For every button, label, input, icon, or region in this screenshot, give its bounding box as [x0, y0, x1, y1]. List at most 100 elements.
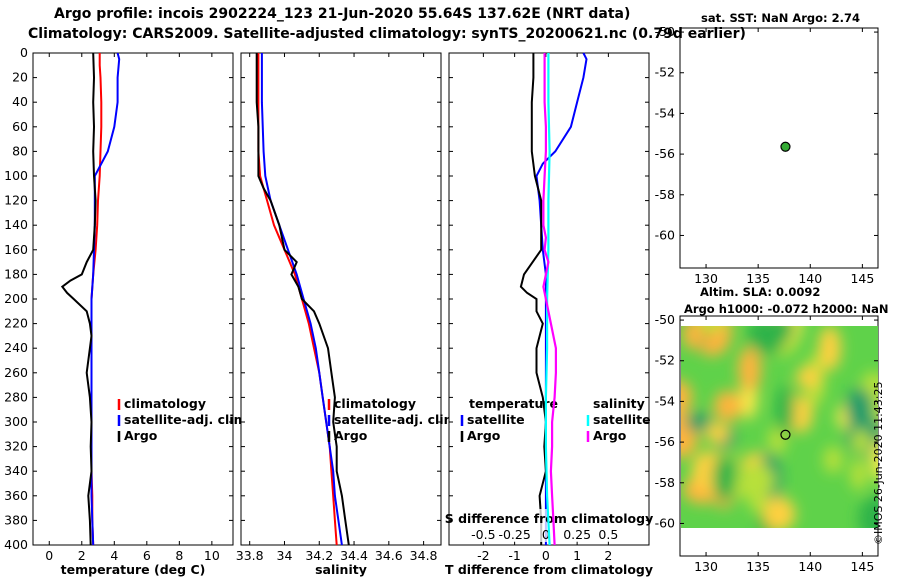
- series-line-salinity-argo: [542, 53, 558, 546]
- header-line1: Argo profile: incois 2902224_123 21-Jun-…: [54, 6, 631, 22]
- y-tick-label: 240: [4, 340, 28, 355]
- lat-tick-label: -54: [655, 105, 675, 120]
- series-line-salinity-satellite: [544, 53, 551, 546]
- sla-cell: [747, 482, 768, 514]
- sla-heatmap: [681, 326, 878, 528]
- legend-salinity-title: salinity: [593, 396, 645, 411]
- series-line-argo: [60, 52, 97, 546]
- lon-tick-label: 145: [850, 559, 874, 574]
- x-tick-label: 34.4: [340, 548, 368, 563]
- sla-cell: [818, 326, 841, 371]
- y-tick-label: 180: [4, 266, 28, 281]
- legend-satellite-adj-label: satellite-adj. clim.: [334, 412, 461, 427]
- lat-tick-label: -56: [655, 146, 675, 161]
- sla-cell: [769, 326, 796, 341]
- x-tick-label: 0: [45, 548, 53, 563]
- x-tick-label: 34.2: [305, 548, 333, 563]
- sla-cell: [858, 496, 878, 528]
- y-tick-label: 60: [12, 119, 28, 134]
- legend-climatology-label: climatology: [334, 396, 416, 411]
- lat-tick-label: -50: [655, 312, 675, 327]
- sst_map-axes-box: [679, 27, 879, 269]
- y-tick-label: 120: [4, 193, 28, 208]
- x-axis-label: T difference from climatology: [445, 562, 653, 577]
- legend-climatology-label: climatology: [124, 396, 206, 411]
- legend-satellite-adj-label: satellite-adj. clim.: [124, 412, 251, 427]
- lat-tick-label: -52: [655, 65, 675, 80]
- sla-cell: [712, 453, 736, 503]
- sla-cell: [705, 422, 730, 444]
- x-tick-label: -2: [477, 548, 489, 563]
- x2-tick-label: 0: [542, 527, 550, 542]
- y-tick-label: 340: [4, 463, 28, 478]
- lat-tick-label: -58: [655, 475, 675, 490]
- x-tick-label: 2: [78, 548, 86, 563]
- lon-tick-label: 145: [850, 271, 874, 286]
- x-tick-label: 34: [277, 548, 293, 563]
- x2-tick-label: 0.25: [563, 527, 591, 542]
- y-tick-label: 400: [4, 537, 28, 552]
- sst-map-panel: -50 -52 -54 -56 -58 -60 130 135 140 145: [655, 24, 879, 286]
- legend-t-argo-label: Argo: [467, 428, 501, 443]
- sla-cell: [681, 380, 693, 414]
- y-tick-label: 20: [12, 70, 28, 85]
- temperature-axes-box: [32, 52, 234, 546]
- y-tick-label: 280: [4, 389, 28, 404]
- x-tick-label: 10: [204, 548, 220, 563]
- lon-tick-label: 135: [746, 559, 770, 574]
- y-tick-label: 80: [12, 143, 28, 158]
- y-tick-label: 40: [12, 94, 28, 109]
- header-line2: Climatology: CARS2009. Satellite-adjuste…: [28, 26, 746, 42]
- y-tick-label: 380: [4, 512, 28, 527]
- x-tick-label: 8: [175, 548, 183, 563]
- sla-cell: [871, 441, 878, 481]
- y-tick-label: 260: [4, 365, 28, 380]
- x-tick-label: 1: [573, 548, 581, 563]
- argo-position-marker: [780, 429, 791, 440]
- lat-tick-label: -54: [655, 393, 675, 408]
- sla-cell: [685, 412, 712, 433]
- lon-tick-label: 130: [694, 271, 718, 286]
- sla-cell: [852, 429, 871, 455]
- y-tick-label: 160: [4, 242, 28, 257]
- legend-argo-label: Argo: [334, 428, 368, 443]
- x-tick-label: 2: [604, 548, 612, 563]
- legend-t-satellite-label: satellite: [467, 412, 525, 427]
- lat-tick-label: -50: [655, 24, 675, 39]
- x-tick-label: 34.8: [410, 548, 438, 563]
- x-axis-label: salinity: [315, 562, 367, 577]
- lon-tick-label: 140: [798, 559, 822, 574]
- series-line-climatology: [257, 53, 338, 546]
- legend-temperature-title: temperature: [469, 396, 558, 411]
- legend-argo-label: Argo: [124, 428, 158, 443]
- y-tick-label: 320: [4, 439, 28, 454]
- y-tick-label: 140: [4, 217, 28, 232]
- x-axis-label: temperature (deg C): [61, 562, 206, 577]
- lon-tick-label: 140: [798, 271, 822, 286]
- sla-cell: [696, 326, 724, 332]
- x-tick-label: 0: [542, 548, 550, 563]
- series-line-satellite-adj-clim-: [260, 53, 343, 546]
- x2-tick-label: -0.25: [498, 527, 530, 542]
- x-tick-label: 34.6: [375, 548, 403, 563]
- series-line-temperature-argo: [519, 53, 547, 545]
- lat-tick-label: -60: [655, 227, 675, 242]
- lon-tick-label: 135: [746, 271, 770, 286]
- sla-field-blobs: [681, 326, 878, 528]
- sla-cell: [738, 346, 762, 392]
- x-tick-label: -1: [508, 548, 520, 563]
- argo-position-marker: [780, 141, 791, 152]
- y-tick-label: 300: [4, 414, 28, 429]
- salinity-axes-box: [240, 52, 442, 546]
- sla-cell: [713, 390, 743, 422]
- temperature-panel: 0204060801001201401601802002202402602803…: [4, 45, 251, 577]
- sla-cell: [775, 385, 795, 435]
- series-line-argo: [255, 53, 350, 546]
- sla-cell: [683, 326, 704, 350]
- credit-label: ©IMOS 26-Jun-2020 11:43:25: [872, 381, 885, 545]
- y-tick-label: 360: [4, 488, 28, 503]
- sla-subtitle: Argo h1000: -0.072 h2000: NaN: [684, 302, 889, 316]
- y-tick-label: 200: [4, 291, 28, 306]
